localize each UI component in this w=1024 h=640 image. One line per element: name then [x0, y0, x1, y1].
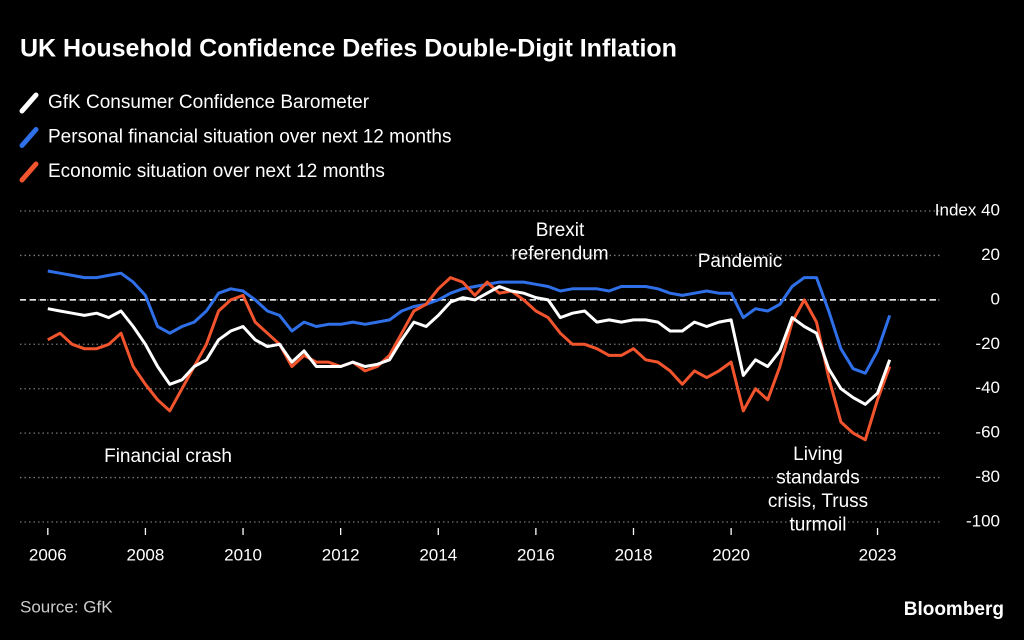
legend-label: Economic situation over next 12 months [48, 161, 385, 182]
annotation: Pandemic [698, 251, 783, 272]
legend-swatch [19, 92, 39, 114]
series-line [47, 269, 892, 375]
annotation: standards [776, 468, 859, 489]
x-tick-label: 2023 [859, 545, 897, 564]
x-tick-label: 2006 [29, 545, 67, 564]
annotation: Brexit [536, 220, 585, 241]
x-tick-label: 2016 [517, 545, 555, 564]
y-tick-label: 0 [991, 289, 1000, 308]
annotation: referendum [511, 244, 608, 265]
annotation: crisis, Truss [768, 491, 868, 512]
legend-label: GfK Consumer Confidence Barometer [48, 92, 370, 113]
x-tick-label: 2012 [322, 545, 360, 564]
y-tick-label: -40 [975, 378, 1000, 397]
legend-swatch [19, 127, 39, 148]
y-tick-label: Index 40 [935, 200, 1000, 219]
x-tick-label: 2014 [419, 545, 457, 564]
y-tick-label: -60 [975, 423, 1000, 442]
y-tick-label: -80 [975, 467, 1000, 486]
brand: Bloomberg [904, 599, 1004, 620]
x-tick-label: 2020 [712, 545, 750, 564]
x-tick-label: 2018 [615, 545, 653, 564]
annotation: Living [793, 444, 843, 465]
chart-title: UK Household Confidence Defies Double-Di… [20, 35, 677, 63]
annotation: turmoil [789, 515, 846, 536]
series-line [47, 285, 892, 406]
source: Source: GfK [20, 597, 113, 616]
series-line [47, 276, 892, 442]
y-tick-label: -20 [975, 334, 1000, 353]
y-tick-label: -100 [966, 511, 1000, 530]
x-tick-label: 2008 [127, 545, 165, 564]
x-tick-label: 2010 [224, 545, 262, 564]
legend-label: Personal financial situation over next 1… [48, 127, 451, 148]
y-tick-label: 20 [981, 245, 1000, 264]
legend-swatch [19, 161, 39, 183]
annotation: Financial crash [104, 446, 232, 467]
